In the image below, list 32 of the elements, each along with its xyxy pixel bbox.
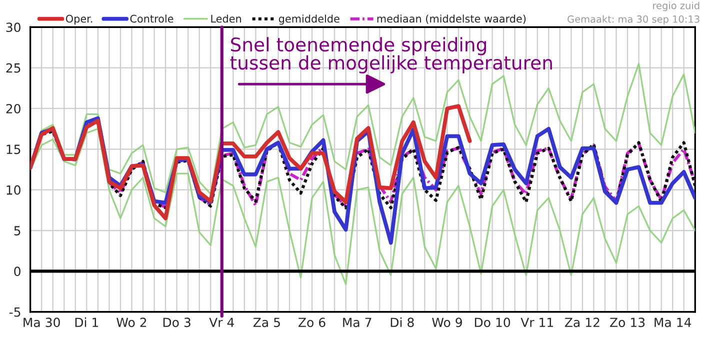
legend-label: Controle — [130, 14, 174, 23]
x-tick-label: Wo 2 — [116, 318, 146, 328]
y-tick-label: 30 — [6, 22, 20, 32]
text: regio zuid — [653, 2, 700, 12]
legend-label: gemiddelde — [278, 14, 340, 25]
x-tick-label: Za 5 — [253, 318, 280, 328]
text: Gemaakt: ma 30 sep 10:13 — [568, 15, 700, 25]
x-tick-label: Ma 7 — [343, 318, 372, 328]
y-tick-label: 15 — [6, 144, 20, 154]
x-tick-label: Vr 4 — [209, 318, 234, 327]
x-tick-label: Do 10 — [474, 318, 510, 328]
x-tick-label: Zo 6 — [298, 318, 326, 328]
y-tick-label: 20 — [6, 104, 20, 114]
x-tick-label: Do 3 — [163, 318, 190, 328]
y-tick-label: 0 — [14, 266, 20, 276]
x-tick-label: Vr 11 — [520, 318, 554, 327]
x-tick-label: Ma 30 — [24, 318, 60, 328]
y-tick-label: -5 — [9, 308, 20, 317]
y-tick-label: 25 — [6, 63, 20, 73]
legend-label: Oper. — [66, 14, 92, 25]
x-tick-label: Ma 14 — [654, 318, 692, 328]
x-tick-label: Za 12 — [564, 318, 600, 328]
x-tick-label: Di 1 — [75, 317, 98, 327]
annotation: Snel toenemende spreiding tussen de mogelijke temperaturen — [230, 37, 552, 74]
x-tick-label: Di 8 — [390, 317, 414, 328]
y-tick-label: 5 — [14, 226, 20, 236]
x-tick-label: Zo 13 — [610, 318, 645, 328]
legend-label: Leden — [211, 14, 241, 23]
line-series — [30, 104, 472, 220]
legend-label: mediaan (middelste waarde) — [377, 14, 526, 24]
y-tick-label: 10 — [6, 185, 20, 195]
x-tick-label: Wo 9 — [432, 318, 462, 328]
